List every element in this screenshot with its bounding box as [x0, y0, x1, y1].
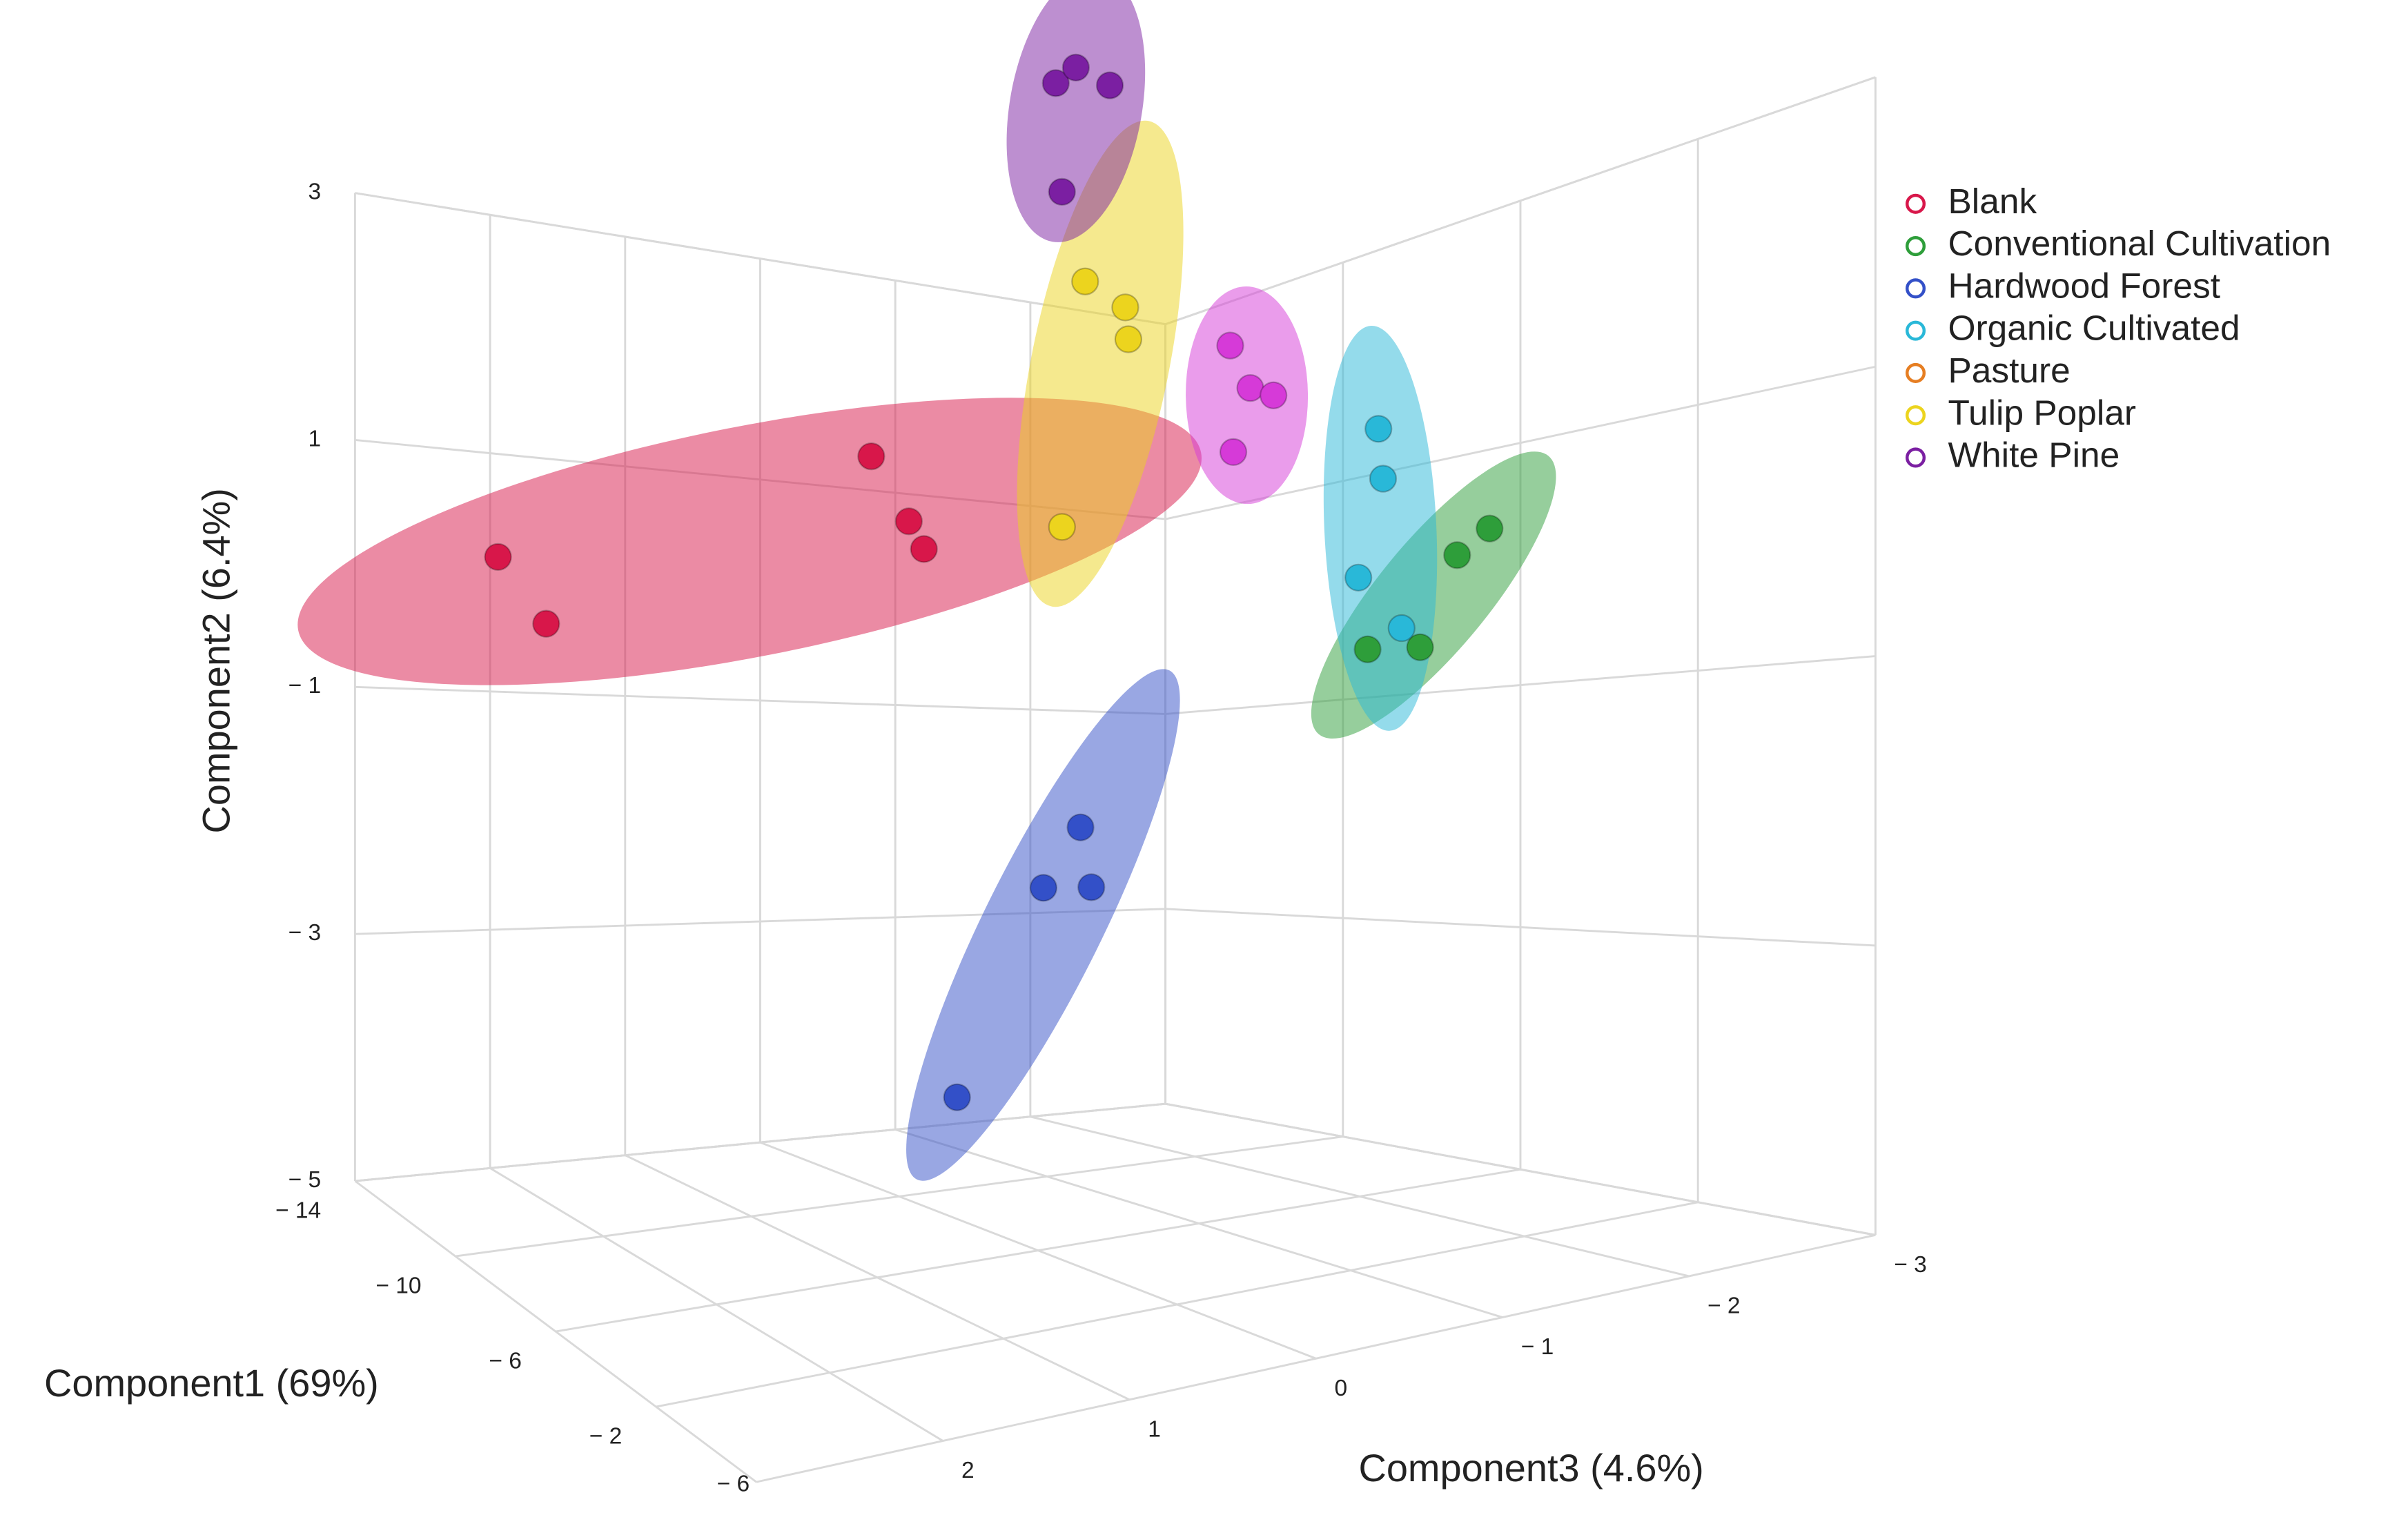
x-axis-title: Component1 (69%)	[44, 1361, 379, 1405]
data-point	[1061, 53, 1090, 82]
data-point	[1476, 514, 1504, 543]
z-tick-label: 1	[1148, 1416, 1161, 1442]
y-tick-label: 3	[309, 179, 322, 204]
grid-line	[625, 1154, 1130, 1401]
data-point	[1353, 635, 1382, 663]
z-tick-label: − 1	[1521, 1334, 1554, 1360]
data-point	[1344, 563, 1373, 592]
data-point	[1369, 465, 1398, 493]
data-point	[857, 442, 885, 471]
data-point	[1443, 541, 1471, 569]
data-point	[1236, 374, 1264, 402]
x-tick-label: − 14	[275, 1198, 321, 1224]
z-tick-label: − 3	[1894, 1252, 1927, 1278]
data-point	[532, 609, 560, 638]
data-point	[1077, 873, 1106, 901]
data-point	[894, 507, 923, 536]
y-tick-label: − 1	[288, 673, 322, 699]
data-point	[1387, 614, 1416, 643]
data-point	[1095, 71, 1124, 99]
x-tick-label: − 10	[375, 1273, 421, 1299]
y-tick-label: 1	[309, 426, 322, 451]
corner-label: − 6	[717, 1471, 750, 1496]
confidence-ellipse	[1006, 0, 1146, 242]
y-axis-title: Component2 (6.4%)	[194, 488, 237, 833]
grid-line	[489, 1167, 943, 1442]
z-tick-label: 0	[1334, 1376, 1347, 1401]
data-point	[1260, 381, 1288, 409]
legend-marker	[1906, 447, 1926, 468]
grid-line	[1030, 1115, 1690, 1278]
data-point	[1114, 325, 1143, 353]
data-point	[1219, 438, 1248, 466]
legend-label: Organic Cultivated	[1948, 308, 2240, 348]
grid-line	[894, 1129, 1503, 1318]
x-tick-label: − 6	[489, 1349, 522, 1374]
data-point	[1048, 513, 1076, 541]
grid-line	[1165, 1102, 1876, 1236]
x-tick-label: − 2	[589, 1424, 623, 1449]
legend-label: Hardwood Forest	[1948, 265, 2221, 305]
legend-label: Conventional Cultivation	[1948, 223, 2331, 263]
data-point	[1029, 874, 1058, 902]
z-tick-label: 2	[961, 1458, 975, 1483]
z-tick-label: − 2	[1707, 1293, 1741, 1319]
legend-marker	[1906, 320, 1926, 341]
y-tick-label: − 3	[288, 920, 322, 946]
confidence-ellipse	[297, 398, 1202, 685]
data-point	[1048, 177, 1076, 206]
data-point	[910, 535, 938, 563]
legend-label: Tulip Poplar	[1948, 392, 2137, 432]
confidence-ellipse	[1017, 120, 1184, 607]
legend-marker	[1906, 193, 1926, 214]
legend-marker	[1906, 362, 1926, 383]
legend-label: White Pine	[1948, 435, 2120, 475]
grid-line	[759, 1141, 1317, 1360]
data-point	[1071, 267, 1099, 295]
data-point	[1041, 69, 1070, 97]
legend-marker	[1906, 405, 1926, 426]
z-axis-title: Component3 (4.6%)	[1358, 1446, 1703, 1490]
legend-label: Pasture	[1948, 350, 2071, 390]
data-point	[484, 543, 512, 571]
data-point	[1111, 293, 1139, 322]
legend-marker	[1906, 236, 1926, 257]
box-edge	[354, 1180, 757, 1483]
data-point	[1216, 331, 1244, 360]
legend-marker	[1906, 278, 1926, 299]
y-tick-label: − 5	[288, 1167, 322, 1193]
data-point	[1364, 415, 1393, 443]
data-point	[1066, 813, 1095, 841]
data-point	[1406, 633, 1434, 661]
legend-label: Blank	[1948, 181, 2037, 221]
confidence-ellipse	[906, 669, 1180, 1181]
data-point	[943, 1083, 971, 1111]
